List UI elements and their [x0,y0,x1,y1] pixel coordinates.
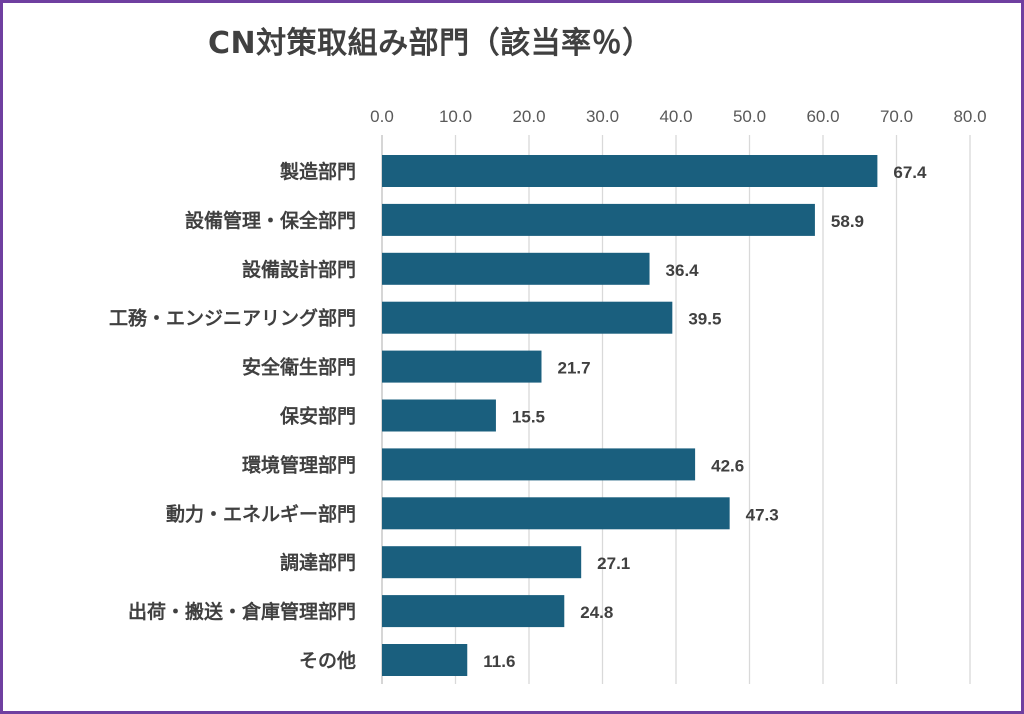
value-label: 15.5 [512,408,545,427]
x-tick-label: 80.0 [953,107,986,126]
value-label: 27.1 [597,554,630,573]
category-label: 安全衛生部門 [242,356,356,379]
x-tick-label: 40.0 [659,107,692,126]
category-label: 環境管理部門 [242,453,356,476]
x-tick-label: 30.0 [586,107,619,126]
x-tick-label: 10.0 [439,107,472,126]
bar [382,252,650,285]
category-label: 保安部門 [279,405,356,428]
value-label: 58.9 [831,212,864,231]
bar [382,644,468,676]
category-label: その他 [299,649,356,672]
bar [382,399,496,432]
x-tick-label: 0.0 [370,107,394,126]
value-label: 47.3 [746,505,779,524]
value-label: 21.7 [557,359,590,378]
value-label: 24.8 [580,603,613,622]
x-tick-label: 70.0 [880,107,913,126]
x-axis-ticks: 0.0 10.0 20.0 30.0 40.0 50.0 60.0 70.0 80.0 [370,107,986,126]
bar [382,301,673,334]
value-label: 67.4 [893,163,927,182]
bar [382,595,565,628]
bar [382,497,730,530]
value-labels: 67.4 58.9 36.4 39.5 21.7 15.5 42.6 47.3 27.1 24.8… [483,163,927,671]
bar [382,448,696,481]
category-label: 調達部門 [280,551,356,574]
bar [382,546,582,579]
category-label: 設備管理・保全部門 [185,209,356,232]
bar [382,350,542,383]
category-label: 出荷・搬送・倉庫管理部門 [128,600,356,623]
category-labels: 製造部門設備管理・保全部門設備設計部門工務・エンジニアリング部門安全衛生部門保安… [109,160,356,672]
value-label: 39.5 [688,310,721,329]
bars [382,155,878,676]
value-label: 11.6 [483,652,515,671]
bar [382,203,815,236]
value-label: 36.4 [666,261,700,280]
value-label: 42.6 [711,456,744,475]
x-tick-label: 50.0 [733,107,766,126]
chart-title: CN対策取組み部門（該当率％） [208,26,653,61]
category-label: 製造部門 [279,160,356,183]
category-label: 動力・エネルギー部門 [166,502,356,525]
bar [382,155,878,187]
x-tick-label: 60.0 [806,107,839,126]
x-tick-label: 20.0 [512,107,545,126]
category-label: 工務・エンジニアリング部門 [109,307,356,330]
category-label: 設備設計部門 [242,258,356,281]
